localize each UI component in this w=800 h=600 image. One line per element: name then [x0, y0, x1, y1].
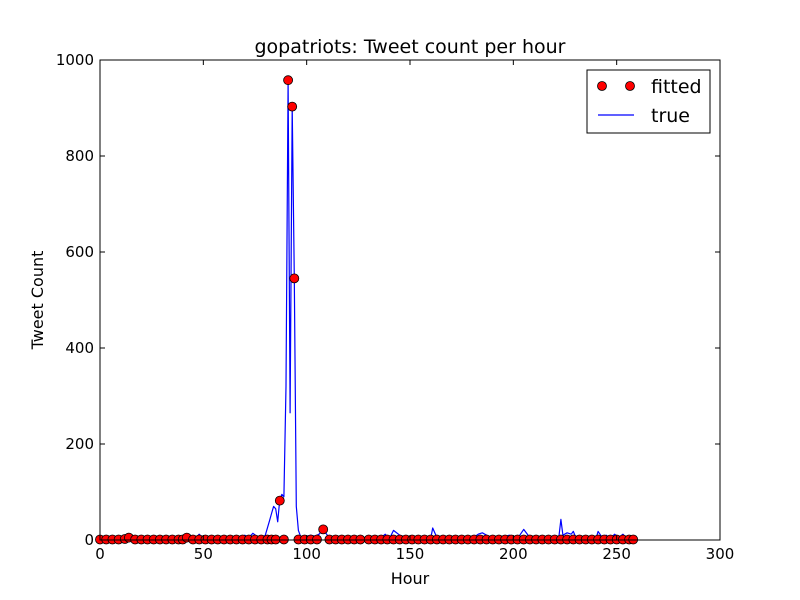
x-tick-label: 150	[396, 545, 425, 563]
fitted-point	[289, 273, 300, 284]
fitted-point	[287, 101, 298, 112]
x-tick-label: 0	[95, 545, 105, 563]
y-axis-label: Tweet Count	[28, 251, 47, 351]
x-axis-label: Hour	[391, 569, 430, 588]
y-tick-label: 800	[65, 147, 94, 165]
y-axis-ticks: 0 200 400 600 800 1000	[56, 51, 720, 549]
fitted-point	[318, 524, 329, 535]
x-tick-label: 100	[292, 545, 321, 563]
legend-fitted-marker	[597, 81, 607, 91]
y-tick-label: 200	[65, 435, 94, 453]
plot-area: 0 50 100 150 200 250 300 0 200 400 600 800 1000	[56, 51, 735, 563]
y-tick-label: 0	[84, 531, 94, 549]
x-tick-label: 300	[706, 545, 735, 563]
y-tick-label: 1000	[56, 51, 94, 69]
legend-true-label: true	[651, 105, 690, 127]
y-tick-label: 600	[65, 243, 94, 261]
legend: fitted true	[586, 69, 711, 134]
x-tick-label: 50	[194, 545, 213, 563]
plot-background	[100, 60, 720, 540]
legend-fitted-marker	[625, 81, 635, 91]
fitted-point	[283, 75, 294, 86]
legend-box	[586, 69, 711, 134]
legend-fitted-label: fitted	[651, 76, 702, 98]
x-axis-ticks: 0 50 100 150 200 250 300	[95, 60, 734, 563]
x-tick-label: 200	[499, 545, 528, 563]
chart-title: gopatriots: Tweet count per hour	[255, 36, 566, 58]
x-tick-label: 250	[602, 545, 631, 563]
fitted-point	[274, 495, 285, 506]
y-tick-label: 400	[65, 339, 94, 357]
